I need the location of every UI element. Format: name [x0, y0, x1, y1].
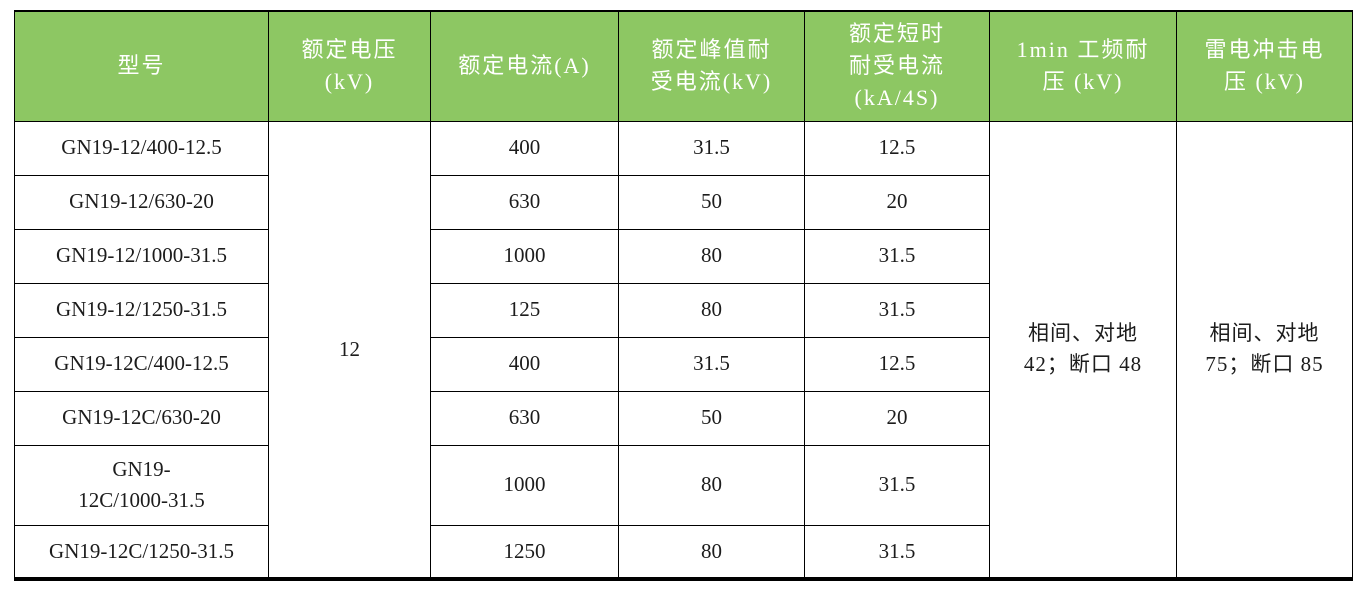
peak-cell: 80 [618, 444, 805, 526]
power-frequency-merged-cell: 相间、对地 42；断口 48 [989, 120, 1177, 580]
switch-spec-table: 型号 额定电压 (kV) 额定电流(A) 额定峰值耐 受电流(kV) 额定短时 … [14, 10, 1353, 581]
lightning-impulse-merged-cell: 相间、对地 75；断口 85 [1176, 120, 1353, 580]
table-row: GN19-12/1250-31.5 125 80 31.5 [14, 282, 1353, 338]
table-row: GN19-12C/1250-31.5 1250 80 31.5 [14, 524, 1353, 580]
model-cell: GN19-12C/630-20 [14, 390, 269, 446]
col-header-short-time-withstand-current: 额定短时 耐受电流 (kA/4S) [804, 10, 990, 122]
table-row: GN19-12/630-20 630 50 20 [14, 174, 1353, 230]
peak-cell: 80 [618, 524, 805, 580]
table-row: GN19-12/1000-31.5 1000 80 31.5 [14, 228, 1353, 284]
short-time-cell: 31.5 [804, 282, 990, 338]
model-cell: GN19-12/1000-31.5 [14, 228, 269, 284]
current-cell: 400 [430, 336, 619, 392]
col-header-model: 型号 [14, 10, 269, 122]
model-cell: GN19- 12C/1000-31.5 [14, 444, 269, 526]
model-cell: GN19-12/630-20 [14, 174, 269, 230]
short-time-cell: 12.5 [804, 120, 990, 176]
current-cell: 630 [430, 390, 619, 446]
current-cell: 1000 [430, 444, 619, 526]
table-row: GN19-12/400-12.5 12 400 31.5 12.5 相间、对地 … [14, 120, 1353, 580]
peak-cell: 31.5 [618, 336, 805, 392]
short-time-cell: 12.5 [804, 336, 990, 392]
spec-table-container: 型号 额定电压 (kV) 额定电流(A) 额定峰值耐 受电流(kV) 额定短时 … [14, 10, 1353, 581]
rated-voltage-merged-cell: 12 [268, 120, 431, 580]
col-header-lightning-impulse: 雷电冲击电 压 (kV) [1176, 10, 1353, 122]
col-header-rated-current: 额定电流(A) [430, 10, 619, 122]
peak-cell: 80 [618, 228, 805, 284]
current-cell: 1250 [430, 524, 619, 580]
col-header-peak-withstand-current: 额定峰值耐 受电流(kV) [618, 10, 805, 122]
col-header-rated-voltage: 额定电压 (kV) [268, 10, 431, 122]
current-cell: 125 [430, 282, 619, 338]
current-cell: 1000 [430, 228, 619, 284]
table-row: GN19- 12C/1000-31.5 1000 80 31.5 [14, 444, 1353, 526]
peak-cell: 80 [618, 282, 805, 338]
short-time-cell: 31.5 [804, 228, 990, 284]
current-cell: 630 [430, 174, 619, 230]
model-cell: GN19-12C/1250-31.5 [14, 524, 269, 580]
model-cell: GN19-12C/400-12.5 [14, 336, 269, 392]
peak-cell: 31.5 [618, 120, 805, 176]
model-cell: GN19-12/400-12.5 [14, 120, 269, 176]
peak-cell: 50 [618, 390, 805, 446]
header-row: 型号 额定电压 (kV) 额定电流(A) 额定峰值耐 受电流(kV) 额定短时 … [14, 10, 1353, 122]
peak-cell: 50 [618, 174, 805, 230]
current-cell: 400 [430, 120, 619, 176]
short-time-cell: 31.5 [804, 444, 990, 526]
short-time-cell: 20 [804, 174, 990, 230]
model-cell: GN19-12/1250-31.5 [14, 282, 269, 338]
short-time-cell: 20 [804, 390, 990, 446]
col-header-power-frequency-withstand: 1min 工频耐 压 (kV) [989, 10, 1177, 122]
short-time-cell: 31.5 [804, 524, 990, 580]
table-row: GN19-12C/630-20 630 50 20 [14, 390, 1353, 446]
